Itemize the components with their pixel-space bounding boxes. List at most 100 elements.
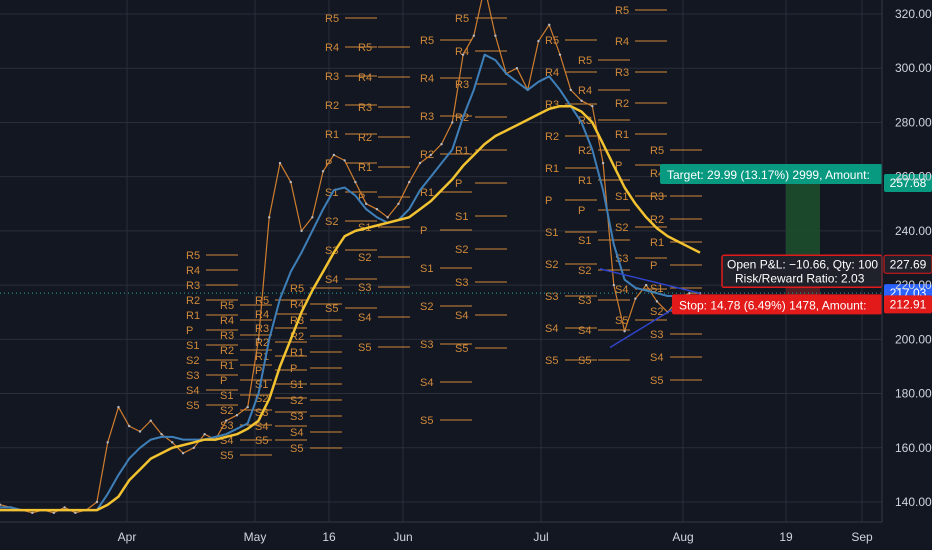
target-annotation-box bbox=[660, 163, 882, 184]
pivot-label: S3 bbox=[455, 277, 468, 289]
pnl-annotation-text: Open P&L: −10.66, Qty: 100 bbox=[727, 257, 878, 271]
pivot-label: R1 bbox=[455, 145, 469, 157]
pivot-label: S2 bbox=[615, 222, 628, 234]
price-point bbox=[644, 283, 648, 287]
pivot-label: R5 bbox=[325, 13, 339, 25]
pivot-label: S5 bbox=[325, 303, 338, 315]
pivot-label: S1 bbox=[255, 379, 268, 391]
price-point bbox=[246, 405, 249, 409]
pivot-label: R2 bbox=[578, 145, 592, 157]
pivot-label: S5 bbox=[290, 443, 303, 455]
risk-reward-text: Risk/Reward Ratio: 2.03 bbox=[735, 271, 865, 285]
profit-zone bbox=[786, 182, 820, 265]
grid-lines bbox=[0, 0, 882, 522]
pivot-label: R5 bbox=[420, 35, 434, 47]
pivot-label: S5 bbox=[420, 415, 433, 427]
y-tick-label: 240.00 bbox=[895, 224, 932, 238]
y-tick-label: 320.00 bbox=[895, 7, 932, 21]
price-point bbox=[278, 161, 282, 165]
price-point bbox=[601, 161, 605, 165]
pivot-label: R4 bbox=[325, 42, 339, 54]
pivot-label: S4 bbox=[325, 274, 338, 286]
pivot-label: P bbox=[255, 365, 262, 377]
x-tick-label: May bbox=[244, 530, 267, 544]
entry-price-label: 227.69 bbox=[890, 257, 927, 271]
price-point bbox=[591, 104, 594, 108]
series-lines bbox=[0, 0, 882, 515]
pivot-label: R4 bbox=[255, 309, 269, 321]
stop-annotation-box bbox=[672, 294, 882, 315]
pivot-label: R3 bbox=[220, 330, 234, 342]
pivot-label: P bbox=[186, 325, 193, 337]
pivot-label: R4 bbox=[358, 72, 372, 84]
price-point bbox=[472, 34, 476, 37]
price-point bbox=[548, 23, 551, 27]
price-point bbox=[386, 216, 389, 219]
pivot-label: S3 bbox=[358, 282, 371, 294]
pivot-label: R2 bbox=[615, 98, 629, 110]
price-point bbox=[311, 216, 314, 219]
pivot-label: S4 bbox=[255, 421, 268, 433]
entry-price-tag bbox=[883, 254, 932, 274]
pivot-label: S2 bbox=[358, 252, 371, 264]
price-point bbox=[300, 229, 303, 233]
pivot-label: S3 bbox=[290, 411, 303, 423]
x-tick-label: Apr bbox=[118, 530, 137, 544]
pivot-label: S2 bbox=[650, 306, 663, 318]
price-point bbox=[634, 297, 637, 300]
price-point bbox=[235, 414, 239, 417]
pivot-label: S4 bbox=[650, 352, 663, 364]
pivot-label: S4 bbox=[290, 427, 303, 439]
pivot-label: R3 bbox=[358, 102, 372, 114]
stop-price-tag bbox=[884, 295, 932, 314]
pivot-label: S4 bbox=[358, 312, 371, 324]
pivot-label: P bbox=[545, 195, 552, 207]
y-tick-label: 180.00 bbox=[895, 387, 932, 401]
pivot-label: R4 bbox=[290, 299, 304, 311]
pivot-label: R3 bbox=[420, 111, 434, 123]
price-point bbox=[171, 441, 174, 444]
target-price-tag bbox=[884, 173, 932, 192]
pivot-label: S5 bbox=[255, 435, 268, 447]
pivot-label: R2 bbox=[220, 345, 234, 357]
pivot-label: R1 bbox=[650, 237, 664, 249]
pivot-label: S3 bbox=[186, 370, 199, 382]
pivot-label: S5 bbox=[578, 355, 591, 367]
pivot-label: R5 bbox=[615, 5, 629, 17]
pivot-label: R3 bbox=[615, 67, 629, 79]
pivot-label: S3 bbox=[420, 339, 433, 351]
moving-average-blue-line bbox=[0, 53, 700, 512]
pivot-label: S4 bbox=[420, 377, 433, 389]
pivot-label: R4 bbox=[455, 46, 469, 58]
price-point bbox=[332, 153, 336, 157]
pivot-label: S2 bbox=[290, 395, 303, 407]
price-point bbox=[268, 216, 271, 219]
pivot-label: R5 bbox=[358, 42, 372, 54]
price-point bbox=[257, 338, 260, 341]
pivot-label: S4 bbox=[186, 385, 199, 397]
pivot-label: P bbox=[290, 363, 297, 375]
pivot-levels: R5 R4 R3 R2 R1 P S1 S2 S3 S4 S5 R5 R4 R3 R2 R1 P S1 S2 S3 S4… bbox=[186, 5, 702, 462]
pivot-label: R1 bbox=[545, 163, 559, 175]
y-tick-label: 280.00 bbox=[895, 115, 932, 129]
target-annotation-text: Target: 29.99 (13.17%) 2999, Amount: bbox=[667, 168, 870, 182]
pivot-label: R5 bbox=[650, 145, 664, 157]
pivot-label: P bbox=[358, 192, 365, 204]
y-tick-label: 260.00 bbox=[895, 170, 932, 184]
price-point bbox=[74, 511, 77, 515]
pivot-label: S4 bbox=[455, 310, 468, 322]
pivot-label: P bbox=[325, 158, 332, 170]
pivot-label: S1 bbox=[420, 263, 433, 275]
pivot-label: R1 bbox=[578, 175, 592, 187]
pivot-label: P bbox=[578, 205, 585, 217]
pivot-label: S5 bbox=[545, 355, 558, 367]
pivot-label: R3 bbox=[186, 280, 200, 292]
pivot-label: R1 bbox=[358, 162, 372, 174]
pivot-label: S5 bbox=[455, 343, 468, 355]
pivot-label: S3 bbox=[545, 291, 558, 303]
x-tick-label: 16 bbox=[322, 530, 336, 544]
price-point bbox=[397, 202, 400, 205]
pivot-label: R4 bbox=[615, 36, 629, 48]
price-point bbox=[461, 53, 465, 56]
